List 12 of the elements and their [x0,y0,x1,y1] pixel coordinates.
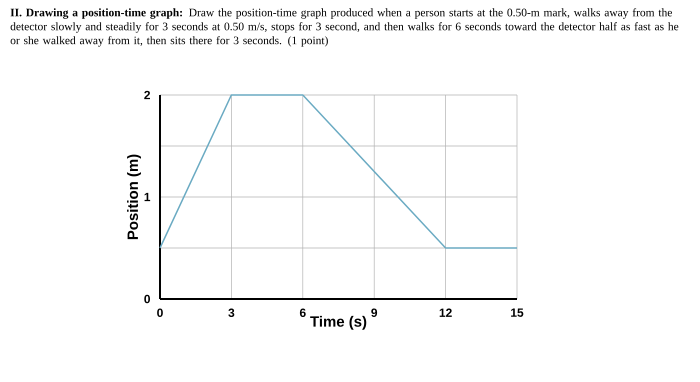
x-tick-label: 12 [440,308,452,317]
y-tick-label: 1 [144,192,150,202]
x-tick-label: 15 [511,308,524,317]
x-tick-label: 9 [371,308,378,317]
chart-title: II. Drawing a position-time graph: Draw the position-time graph produced when a person starts at the 0.50-m mark, walks away from the detector slowly and steadily for 3 seconds at 0.50 m/s, stops for 3 second, and then walks for 6 seconds toward the detector half as fast as he or she walked away from it, then sits there for 3 seconds. (1 point) [10,8,678,47]
y-tick-label: 2 [144,90,150,100]
y-tick-label: 0 [144,294,150,304]
x-axis-title: Time (s) [310,316,366,330]
y-axis-title: Position (m) [127,154,141,240]
x-tick-label: 6 [300,308,306,317]
x-tick-label: 0 [157,308,163,317]
x-tick-label: 3 [228,308,234,318]
